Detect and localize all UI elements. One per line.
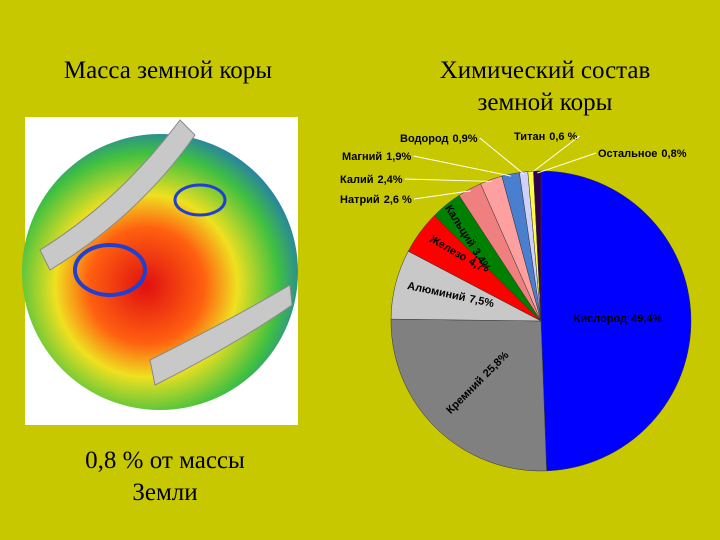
slice-label: Титан 0,6 % — [514, 131, 578, 143]
leader-line — [479, 137, 525, 175]
chart-title: Химический состав — [440, 57, 651, 84]
leader-line — [530, 135, 580, 174]
slice-label: Водород 0,9% — [400, 133, 478, 145]
value-label: 0,9% — [453, 133, 478, 145]
value-label: 2,4% — [377, 174, 402, 186]
value-label: 7,5% — [468, 293, 495, 310]
value-label: 1,9% — [386, 151, 411, 163]
caption: Земли — [132, 479, 197, 506]
leader-line — [413, 155, 512, 177]
category-label: Титан — [514, 131, 545, 143]
pie-slice — [540, 170, 692, 472]
category-label: Кислород — [574, 313, 627, 325]
value-label: 0,8% — [661, 148, 686, 160]
caption: 0,8 % от массы — [85, 447, 245, 474]
left-title: Масса земной коры — [64, 57, 272, 84]
pie-slice — [390, 318, 547, 472]
slice-label: Натрий 2,6 % — [340, 194, 412, 206]
leader-line — [413, 190, 471, 200]
leader-line — [537, 152, 597, 174]
category-label: Магний — [342, 151, 382, 163]
slice-label: Калий 2,4% — [340, 174, 403, 186]
slice-label: Кислород 49,4% — [574, 313, 663, 325]
slice-label: Магний 1,9% — [342, 151, 411, 163]
value-label: 49,4% — [631, 313, 662, 325]
globe-image — [22, 117, 298, 425]
value-label: 0,6 % — [549, 131, 577, 143]
category-label: Водород — [400, 133, 449, 145]
value-label: 2,6 % — [384, 194, 412, 206]
category-label: Остальное — [598, 148, 657, 160]
category-label: Калий — [340, 174, 373, 186]
pie-slice — [533, 170, 542, 322]
category-label: Натрий — [340, 194, 380, 206]
slice-label: Остальное 0,8% — [598, 148, 687, 160]
leader-line — [404, 178, 492, 182]
chart-title: земной коры — [478, 89, 613, 116]
